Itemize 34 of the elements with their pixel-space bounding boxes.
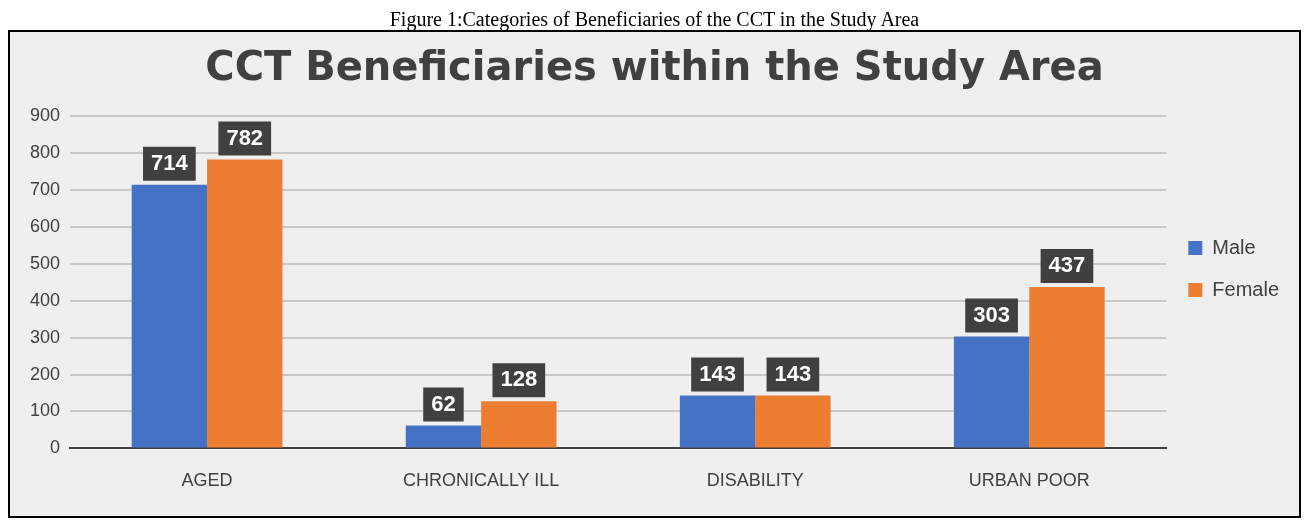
bar (405, 425, 482, 448)
x-tick-label: DISABILITY (706, 470, 804, 491)
data-label: 782 (226, 124, 264, 150)
bar (481, 401, 557, 448)
bar (953, 336, 1030, 448)
data-label: 437 (1048, 252, 1086, 278)
bar (755, 395, 831, 448)
caption: Figure 1:Categories of Beneficiaries of the CCT in the Study Area (388, 8, 921, 30)
x-tick-label: CHRONICALLY ILL (402, 470, 560, 491)
data-label: 143 (774, 360, 812, 386)
data-label: 143 (699, 360, 736, 386)
chart-title: CCT Beneficiaries within the Study Area (205, 43, 1104, 90)
bar (131, 184, 208, 448)
bar (1029, 287, 1105, 448)
y-tick-label: 300 (29, 326, 61, 347)
data-label: 303 (973, 301, 1010, 327)
x-tick-label: AGED (181, 470, 233, 491)
y-tick-label: 800 (29, 141, 61, 162)
data-label: 62 (431, 390, 456, 416)
x-tick-label: URBAN POOR (968, 470, 1090, 491)
legend-label: Female (1212, 277, 1280, 300)
bar (679, 395, 756, 448)
legend-label: Male (1212, 235, 1256, 258)
y-tick-label: 700 (29, 178, 61, 199)
y-tick-label: 200 (29, 363, 61, 384)
y-tick-label: 400 (29, 289, 61, 310)
data-label: 128 (500, 366, 538, 392)
y-tick-label: 100 (29, 400, 61, 421)
data-label: 714 (151, 149, 189, 175)
y-tick-label: 0 (50, 437, 61, 458)
y-tick-label: 600 (29, 215, 61, 236)
y-tick-label: 900 (29, 104, 61, 125)
y-tick-label: 500 (29, 252, 61, 273)
bar (207, 159, 283, 448)
